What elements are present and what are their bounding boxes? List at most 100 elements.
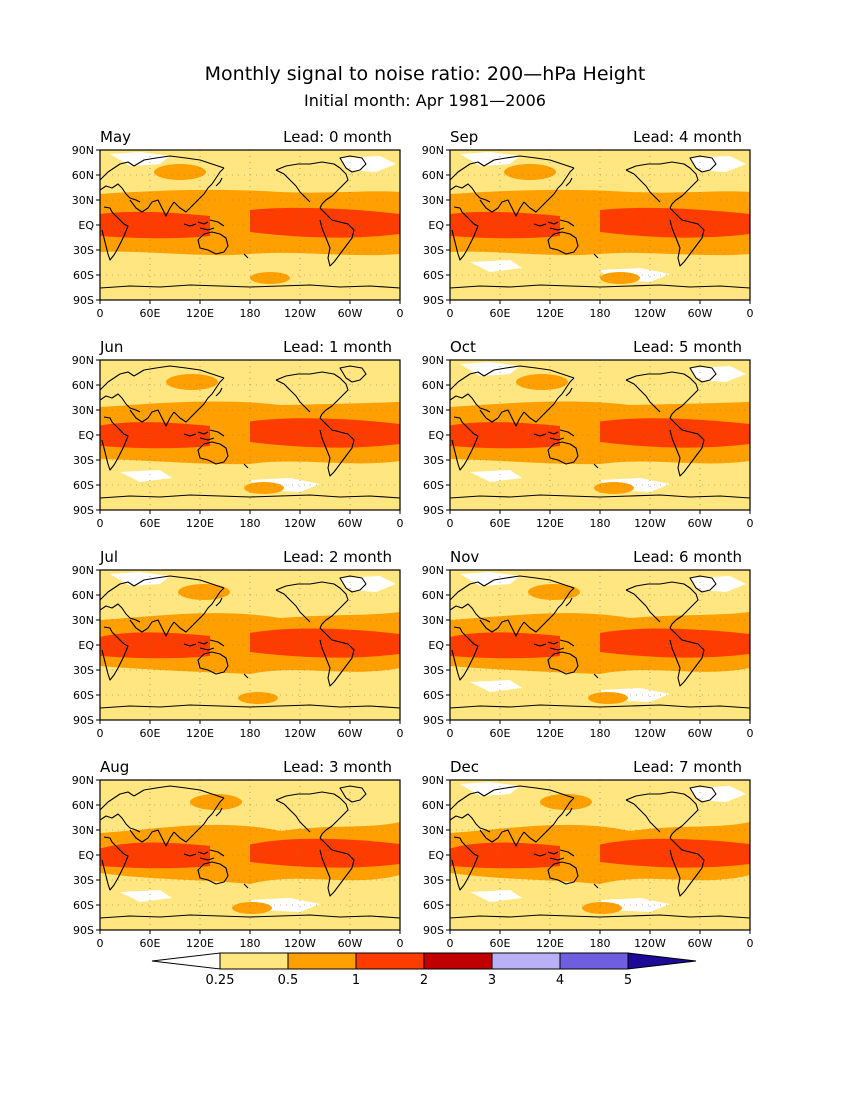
lon-tick-label: 60E xyxy=(490,517,511,530)
lat-tick-label: 60S xyxy=(423,689,444,702)
map-field xyxy=(99,569,401,721)
lat-tick-label: EQ xyxy=(78,429,94,442)
lat-tick-label: 90S xyxy=(423,924,444,937)
field-below-0.25 xyxy=(470,680,522,692)
lat-tick-label: 30N xyxy=(72,404,94,417)
panel-lead-label: Lead: 3 month xyxy=(283,758,392,776)
lon-tick-label: 0 xyxy=(747,517,754,530)
lon-tick-label: 60E xyxy=(140,307,161,320)
panel-month-label: Jul xyxy=(99,548,118,566)
colorbar-swatch xyxy=(491,952,561,970)
panel-lead-label: Lead: 4 month xyxy=(633,128,742,146)
lat-tick-label: EQ xyxy=(428,219,444,232)
lat-tick-label: 60N xyxy=(72,799,94,812)
field-below-0.25 xyxy=(120,890,172,902)
lon-tick-label: 120E xyxy=(186,727,214,740)
lat-tick-label: 30S xyxy=(423,874,444,887)
lon-tick-label: 120W xyxy=(284,517,316,530)
lat-tick-label: 30N xyxy=(422,824,444,837)
field-below-0.25 xyxy=(470,260,522,272)
field-1-2 xyxy=(250,418,400,448)
lon-tick-label: 120W xyxy=(634,937,666,950)
colorbar-swatch xyxy=(219,952,289,970)
lat-tick-label: 90N xyxy=(422,564,444,577)
figure-subtitle: Initial month: Apr 1981—2006 xyxy=(304,91,546,110)
lat-tick-label: 60N xyxy=(422,379,444,392)
lat-tick-label: 30S xyxy=(73,874,94,887)
lon-tick-label: 120E xyxy=(186,937,214,950)
field-0.5-1 xyxy=(588,692,628,704)
map-field xyxy=(449,359,751,511)
lon-tick-label: 60W xyxy=(338,727,363,740)
panel-lead-label: Lead: 5 month xyxy=(633,338,742,356)
colorbar-label: 5 xyxy=(624,973,632,988)
field-1-2 xyxy=(250,207,400,238)
lat-tick-label: 90S xyxy=(73,924,94,937)
lat-tick-label: 90S xyxy=(423,504,444,517)
lon-tick-label: 60E xyxy=(140,727,161,740)
lat-tick-label: 60S xyxy=(73,899,94,912)
lon-tick-label: 180 xyxy=(240,307,261,320)
lat-tick-label: 30N xyxy=(422,404,444,417)
lon-tick-label: 120W xyxy=(634,727,666,740)
panel-lead-label: Lead: 6 month xyxy=(633,548,742,566)
map-field xyxy=(99,149,401,301)
lat-tick-label: 30N xyxy=(72,824,94,837)
lon-tick-label: 60E xyxy=(490,937,511,950)
lon-tick-label: 120E xyxy=(536,517,564,530)
colorbar-label: 1 xyxy=(352,973,360,988)
field-below-0.25 xyxy=(690,786,746,802)
lat-tick-label: 60N xyxy=(72,169,94,182)
field-below-0.25 xyxy=(340,576,396,592)
field-below-0.25 xyxy=(470,470,522,482)
lat-tick-label: 90N xyxy=(72,774,94,787)
panel-month-label: Aug xyxy=(100,758,129,776)
lon-tick-label: 0 xyxy=(447,727,454,740)
colorbar-swatch xyxy=(423,952,493,970)
lat-tick-label: 30S xyxy=(73,244,94,257)
lat-tick-label: 30N xyxy=(422,614,444,627)
lat-tick-label: 90N xyxy=(422,774,444,787)
lon-tick-label: 0 xyxy=(97,307,104,320)
lat-tick-label: 90S xyxy=(73,714,94,727)
colorbar-swatch xyxy=(559,952,629,970)
lat-tick-label: 60N xyxy=(422,589,444,602)
lon-tick-label: 0 xyxy=(97,937,104,950)
field-below-0.25 xyxy=(340,156,396,172)
lon-tick-label: 0 xyxy=(97,727,104,740)
lat-tick-label: EQ xyxy=(428,639,444,652)
colorbar-low-arrow xyxy=(151,952,221,970)
map-field xyxy=(449,779,751,931)
lon-tick-label: 60W xyxy=(688,937,713,950)
field-1-2 xyxy=(450,842,560,869)
lat-tick-label: 60N xyxy=(422,169,444,182)
lon-tick-label: 180 xyxy=(590,307,611,320)
lat-tick-label: EQ xyxy=(78,849,94,862)
lon-tick-label: 60E xyxy=(490,307,511,320)
lat-tick-label: EQ xyxy=(78,219,94,232)
lon-tick-label: 0 xyxy=(447,937,454,950)
lon-tick-label: 60W xyxy=(688,727,713,740)
lon-tick-label: 0 xyxy=(747,727,754,740)
field-0.5-1 xyxy=(250,272,290,284)
panel-month-label: May xyxy=(100,128,131,146)
lon-tick-label: 0 xyxy=(397,307,404,320)
lon-tick-label: 60W xyxy=(688,517,713,530)
lon-tick-label: 120E xyxy=(536,307,564,320)
field-0.5-1 xyxy=(154,164,206,180)
field-1-2 xyxy=(600,207,750,238)
lat-tick-label: EQ xyxy=(428,429,444,442)
lat-tick-label: 90S xyxy=(73,504,94,517)
lat-tick-label: 90N xyxy=(422,354,444,367)
lon-tick-label: 120E xyxy=(186,517,214,530)
field-0.5-1 xyxy=(178,584,230,600)
panel-lead-label: Lead: 0 month xyxy=(283,128,392,146)
field-0.5-1 xyxy=(528,584,580,600)
lon-tick-label: 180 xyxy=(590,517,611,530)
